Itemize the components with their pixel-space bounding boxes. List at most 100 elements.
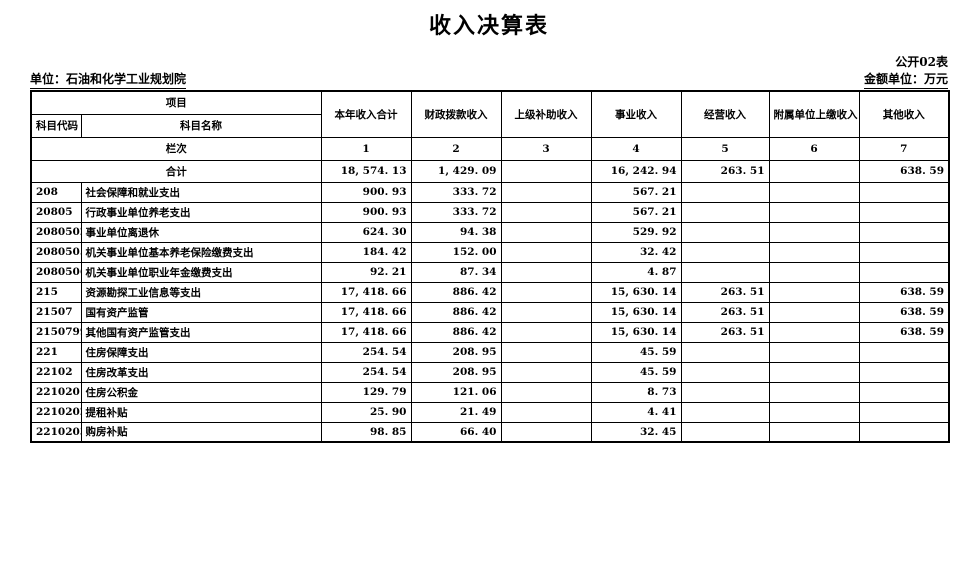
header-row-subject: 科目代码 科目名称 [30, 113, 949, 138]
table-row: 22102 住房改革支出 254. 54 208. 95 45. 59 [30, 361, 950, 383]
value-cell [858, 361, 950, 383]
unit-label: 单位：石油和化学工业规划院 [30, 70, 187, 89]
table-body: 合计 18, 574. 13 1, 429. 09 16, 242. 94 26… [30, 159, 950, 443]
value-cell [500, 381, 592, 403]
value-cell [858, 401, 950, 423]
value-cell [768, 201, 860, 223]
subject-code: 20805 [30, 201, 82, 223]
value-cell: 152. 00 [410, 241, 502, 263]
value-cell: 4. 87 [590, 261, 682, 283]
value-cell [500, 201, 592, 223]
value-cell [500, 361, 592, 383]
column-index-number: 1 [320, 136, 412, 161]
value-cell: 638. 59 [858, 321, 950, 343]
subject-name: 事业单位离退休 [80, 221, 322, 243]
table-row: 2080505 机关事业单位基本养老保险缴费支出 184. 42 152. 00… [30, 241, 950, 263]
value-cell: 529. 92 [590, 221, 682, 243]
value-cell: 98. 85 [320, 421, 412, 443]
value-cell [768, 261, 860, 283]
value-cell: 567. 21 [590, 201, 682, 223]
value-cell: 15, 630. 14 [590, 301, 682, 323]
value-cell [858, 221, 950, 243]
column-index-number: 2 [410, 136, 502, 161]
value-cell [768, 341, 860, 363]
value-cell: 900. 93 [320, 201, 412, 223]
meta-row: 单位：石油和化学工业规划院 金额单位：万元 [30, 70, 948, 89]
total-value-cell: 18, 574. 13 [320, 159, 412, 183]
header-col-other-income: 其他收入 [858, 90, 950, 138]
table-row: 2210202 提租补贴 25. 90 21. 49 4. 41 [30, 401, 950, 423]
column-index-number: 6 [768, 136, 860, 161]
value-cell: 254. 54 [320, 361, 412, 383]
value-cell [768, 181, 860, 203]
header-col-fiscal-appropriation: 财政拨款收入 [410, 90, 502, 138]
total-value-cell: 638. 59 [858, 159, 950, 183]
value-cell: 17, 418. 66 [320, 301, 412, 323]
value-cell: 886. 42 [410, 321, 502, 343]
value-cell [680, 401, 770, 423]
value-cell [500, 421, 592, 443]
revenue-table: 项目 本年收入合计 财政拨款收入 上级补助收入 事业收入 经营收入 附属单位上缴… [30, 90, 950, 443]
column-index-label: 栏次 [30, 136, 322, 161]
total-value-cell [500, 159, 592, 183]
value-cell [768, 221, 860, 243]
value-cell: 25. 90 [320, 401, 412, 423]
value-cell [680, 261, 770, 283]
value-cell [858, 421, 950, 443]
value-cell [500, 221, 592, 243]
value-cell: 21. 49 [410, 401, 502, 423]
value-cell [500, 301, 592, 323]
header-col-subordinate-remittance: 附属单位上缴收入 [768, 90, 860, 138]
value-cell [500, 341, 592, 363]
value-cell: 45. 59 [590, 341, 682, 363]
value-cell: 129. 79 [320, 381, 412, 403]
subject-name: 资源勘探工业信息等支出 [80, 281, 322, 303]
value-cell: 886. 42 [410, 281, 502, 303]
header-row-item: 项目 本年收入合计 财政拨款收入 上级补助收入 事业收入 经营收入 附属单位上缴… [30, 90, 950, 138]
value-cell: 263. 51 [680, 321, 770, 343]
value-cell: 15, 630. 14 [590, 281, 682, 303]
total-row: 合计 18, 574. 13 1, 429. 09 16, 242. 94 26… [30, 159, 950, 183]
total-value-cell: 16, 242. 94 [590, 159, 682, 183]
value-cell [500, 181, 592, 203]
page-title: 收入决算表 [428, 13, 549, 39]
value-cell: 4. 41 [590, 401, 682, 423]
table-row: 21507 国有资产监管 17, 418. 66 886. 42 15, 630… [30, 301, 950, 323]
column-index-number: 4 [590, 136, 682, 161]
subject-code: 22102 [30, 361, 82, 383]
value-cell: 17, 418. 66 [320, 321, 412, 343]
value-cell [500, 321, 592, 343]
value-cell: 638. 59 [858, 301, 950, 323]
value-cell [858, 261, 950, 283]
header-subject-name: 科目名称 [80, 113, 322, 138]
column-index-number: 7 [858, 136, 950, 161]
value-cell: 638. 59 [858, 281, 950, 303]
value-cell [858, 241, 950, 263]
value-cell [768, 401, 860, 423]
subject-name: 购房补贴 [80, 421, 322, 443]
column-index-row: 栏次 1 2 3 4 5 6 7 [30, 136, 950, 161]
value-cell: 567. 21 [590, 181, 682, 203]
subject-code: 2210201 [30, 381, 82, 403]
subject-name: 住房改革支出 [80, 361, 322, 383]
table-row: 2210203 购房补贴 98. 85 66. 40 32. 45 [30, 421, 950, 443]
subject-code: 215 [30, 281, 82, 303]
table-row: 20805 行政事业单位养老支出 900. 93 333. 72 567. 21 [30, 201, 950, 223]
value-cell: 263. 51 [680, 281, 770, 303]
value-cell [500, 241, 592, 263]
table-row: 2210201 住房公积金 129. 79 121. 06 8. 73 [30, 381, 950, 403]
subject-code: 2150799 [30, 321, 82, 343]
amount-unit-label: 金额单位：万元 [863, 70, 948, 89]
value-cell [858, 181, 950, 203]
value-cell: 17, 418. 66 [320, 281, 412, 303]
value-cell [680, 421, 770, 443]
header-subject-code: 科目代码 [30, 113, 82, 138]
form-code-label: 公开02表 [895, 55, 948, 69]
value-cell: 45. 59 [590, 361, 682, 383]
value-cell [768, 361, 860, 383]
header-col-business-income: 事业收入 [590, 90, 682, 138]
subject-name: 其他国有资产监管支出 [80, 321, 322, 343]
value-cell: 66. 40 [410, 421, 502, 443]
value-cell [768, 281, 860, 303]
